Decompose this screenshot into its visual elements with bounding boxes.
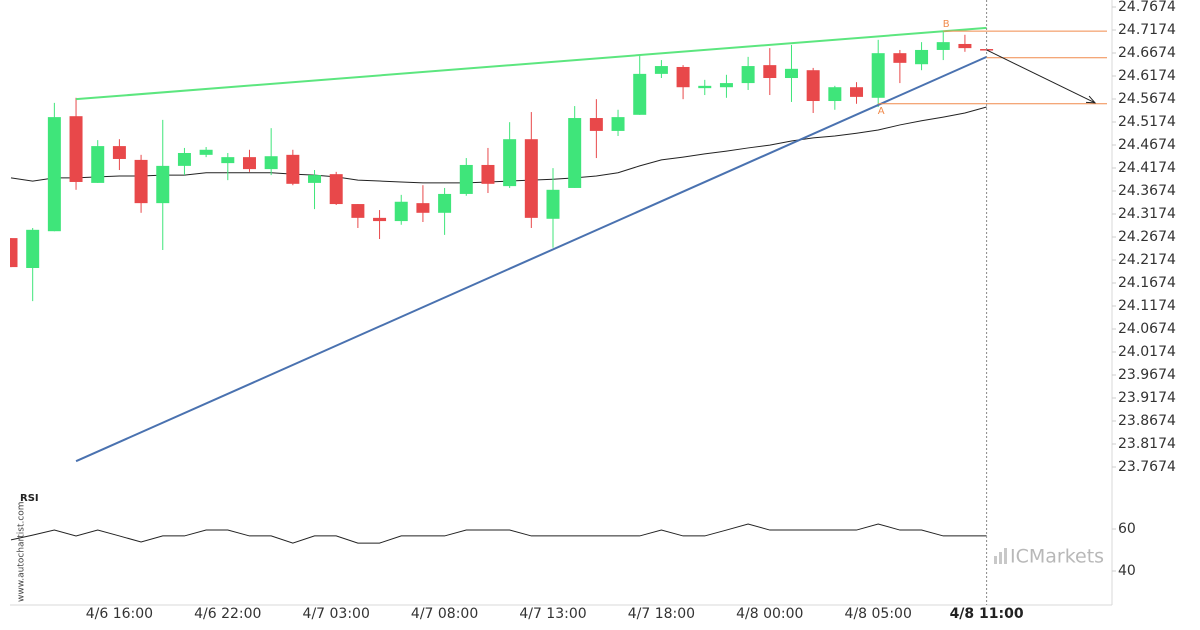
candle-body bbox=[199, 149, 213, 155]
candle-body bbox=[373, 217, 387, 222]
candle-body bbox=[26, 229, 40, 269]
candle-body bbox=[893, 53, 907, 63]
candle-body bbox=[438, 193, 452, 213]
candle-body bbox=[698, 85, 712, 89]
candle-body bbox=[286, 154, 300, 184]
y-tick-label: 24.6174 bbox=[1118, 68, 1176, 84]
candle-body bbox=[806, 70, 820, 102]
x-tick-label: 4/8 00:00 bbox=[736, 606, 803, 622]
candle-body bbox=[308, 175, 322, 183]
y-tick-label: 24.5674 bbox=[1118, 91, 1176, 107]
x-tick-label: 4/6 22:00 bbox=[194, 606, 261, 622]
y-tick-label: 24.2674 bbox=[1118, 229, 1176, 245]
logo: ICMarkets bbox=[1010, 546, 1104, 568]
rsi-tick-label: 60 bbox=[1118, 521, 1136, 537]
y-tick-label: 23.9174 bbox=[1118, 390, 1176, 406]
y-tick-label: 24.3174 bbox=[1118, 206, 1176, 222]
candle-body bbox=[91, 146, 105, 183]
candle-body bbox=[741, 66, 755, 84]
y-tick-label: 24.1674 bbox=[1118, 275, 1176, 291]
candle-body bbox=[134, 159, 148, 204]
x-tick-label: 4/7 18:00 bbox=[628, 606, 695, 622]
y-tick-label: 23.8174 bbox=[1118, 436, 1176, 452]
x-tick-label: 4/7 13:00 bbox=[519, 606, 586, 622]
y-tick-label: 24.7174 bbox=[1118, 22, 1176, 38]
candle-body bbox=[915, 49, 929, 65]
candle-body bbox=[958, 43, 972, 49]
y-tick-label: 23.8674 bbox=[1118, 413, 1176, 429]
candle-body bbox=[112, 146, 126, 159]
candle-body bbox=[546, 189, 560, 219]
y-tick-label: 24.2174 bbox=[1118, 252, 1176, 268]
candle-body bbox=[10, 238, 18, 268]
candle-body bbox=[611, 117, 625, 131]
moving-average bbox=[10, 106, 987, 184]
y-tick-label: 24.5174 bbox=[1118, 114, 1176, 130]
y-tick-label: 24.4174 bbox=[1118, 160, 1176, 176]
candle-body bbox=[264, 156, 278, 170]
candle-body bbox=[177, 152, 191, 166]
y-tick-label: 24.7674 bbox=[1118, 0, 1176, 15]
level-label: A bbox=[878, 106, 885, 117]
candle-body bbox=[828, 87, 842, 102]
candle-body bbox=[503, 139, 517, 187]
rsi-tick-label: 40 bbox=[1118, 563, 1136, 579]
candle-body bbox=[719, 83, 733, 88]
trendline bbox=[75, 26, 987, 101]
candle-body bbox=[524, 139, 538, 218]
arrow-head bbox=[1085, 95, 1097, 104]
y-tick-label: 24.0674 bbox=[1118, 321, 1176, 337]
candle-body bbox=[871, 53, 885, 98]
candle-body bbox=[568, 118, 582, 188]
trendline bbox=[75, 55, 988, 463]
candle-body bbox=[784, 68, 798, 79]
candle-body bbox=[936, 42, 950, 50]
candle-body bbox=[763, 65, 777, 79]
y-tick-label: 24.1174 bbox=[1118, 298, 1176, 314]
y-tick-label: 23.7674 bbox=[1118, 459, 1176, 475]
x-tick-label: 4/6 16:00 bbox=[86, 606, 153, 622]
candle-body bbox=[481, 164, 495, 184]
y-tick-label: 24.4674 bbox=[1118, 137, 1176, 153]
candle-body bbox=[633, 73, 647, 115]
forecast-arrow bbox=[986, 49, 1096, 104]
y-tick-label: 24.0174 bbox=[1118, 344, 1176, 360]
plot-area: BA bbox=[10, 19, 1107, 544]
logo-icon bbox=[994, 548, 1007, 564]
candle-body bbox=[459, 164, 473, 194]
candle-body bbox=[351, 204, 365, 218]
x-tick-label: 4/8 11:00 bbox=[950, 606, 1024, 622]
y-tick-label: 24.6674 bbox=[1118, 45, 1176, 61]
candle-body bbox=[676, 66, 690, 88]
x-tick-label: 4/7 03:00 bbox=[303, 606, 370, 622]
rsi-line bbox=[10, 523, 987, 544]
candle-body bbox=[329, 174, 343, 205]
candle-body bbox=[242, 157, 256, 170]
candle-body bbox=[850, 87, 864, 97]
candle-body bbox=[589, 118, 603, 131]
level-label: B bbox=[943, 19, 950, 30]
candle-body bbox=[69, 116, 83, 182]
candle-body bbox=[654, 66, 668, 74]
rsi-label: RSI bbox=[20, 493, 39, 504]
x-tick-label: 4/7 08:00 bbox=[411, 606, 478, 622]
candle-body bbox=[416, 203, 430, 213]
candle-body bbox=[156, 165, 170, 204]
candle-body bbox=[47, 117, 61, 232]
candle-body bbox=[394, 201, 408, 222]
candle-body bbox=[221, 157, 235, 164]
watermark: www.autochartist.com bbox=[17, 501, 27, 602]
y-tick-label: 23.9674 bbox=[1118, 367, 1176, 383]
y-tick-label: 24.3674 bbox=[1118, 183, 1176, 199]
x-tick-label: 4/8 05:00 bbox=[845, 606, 912, 622]
